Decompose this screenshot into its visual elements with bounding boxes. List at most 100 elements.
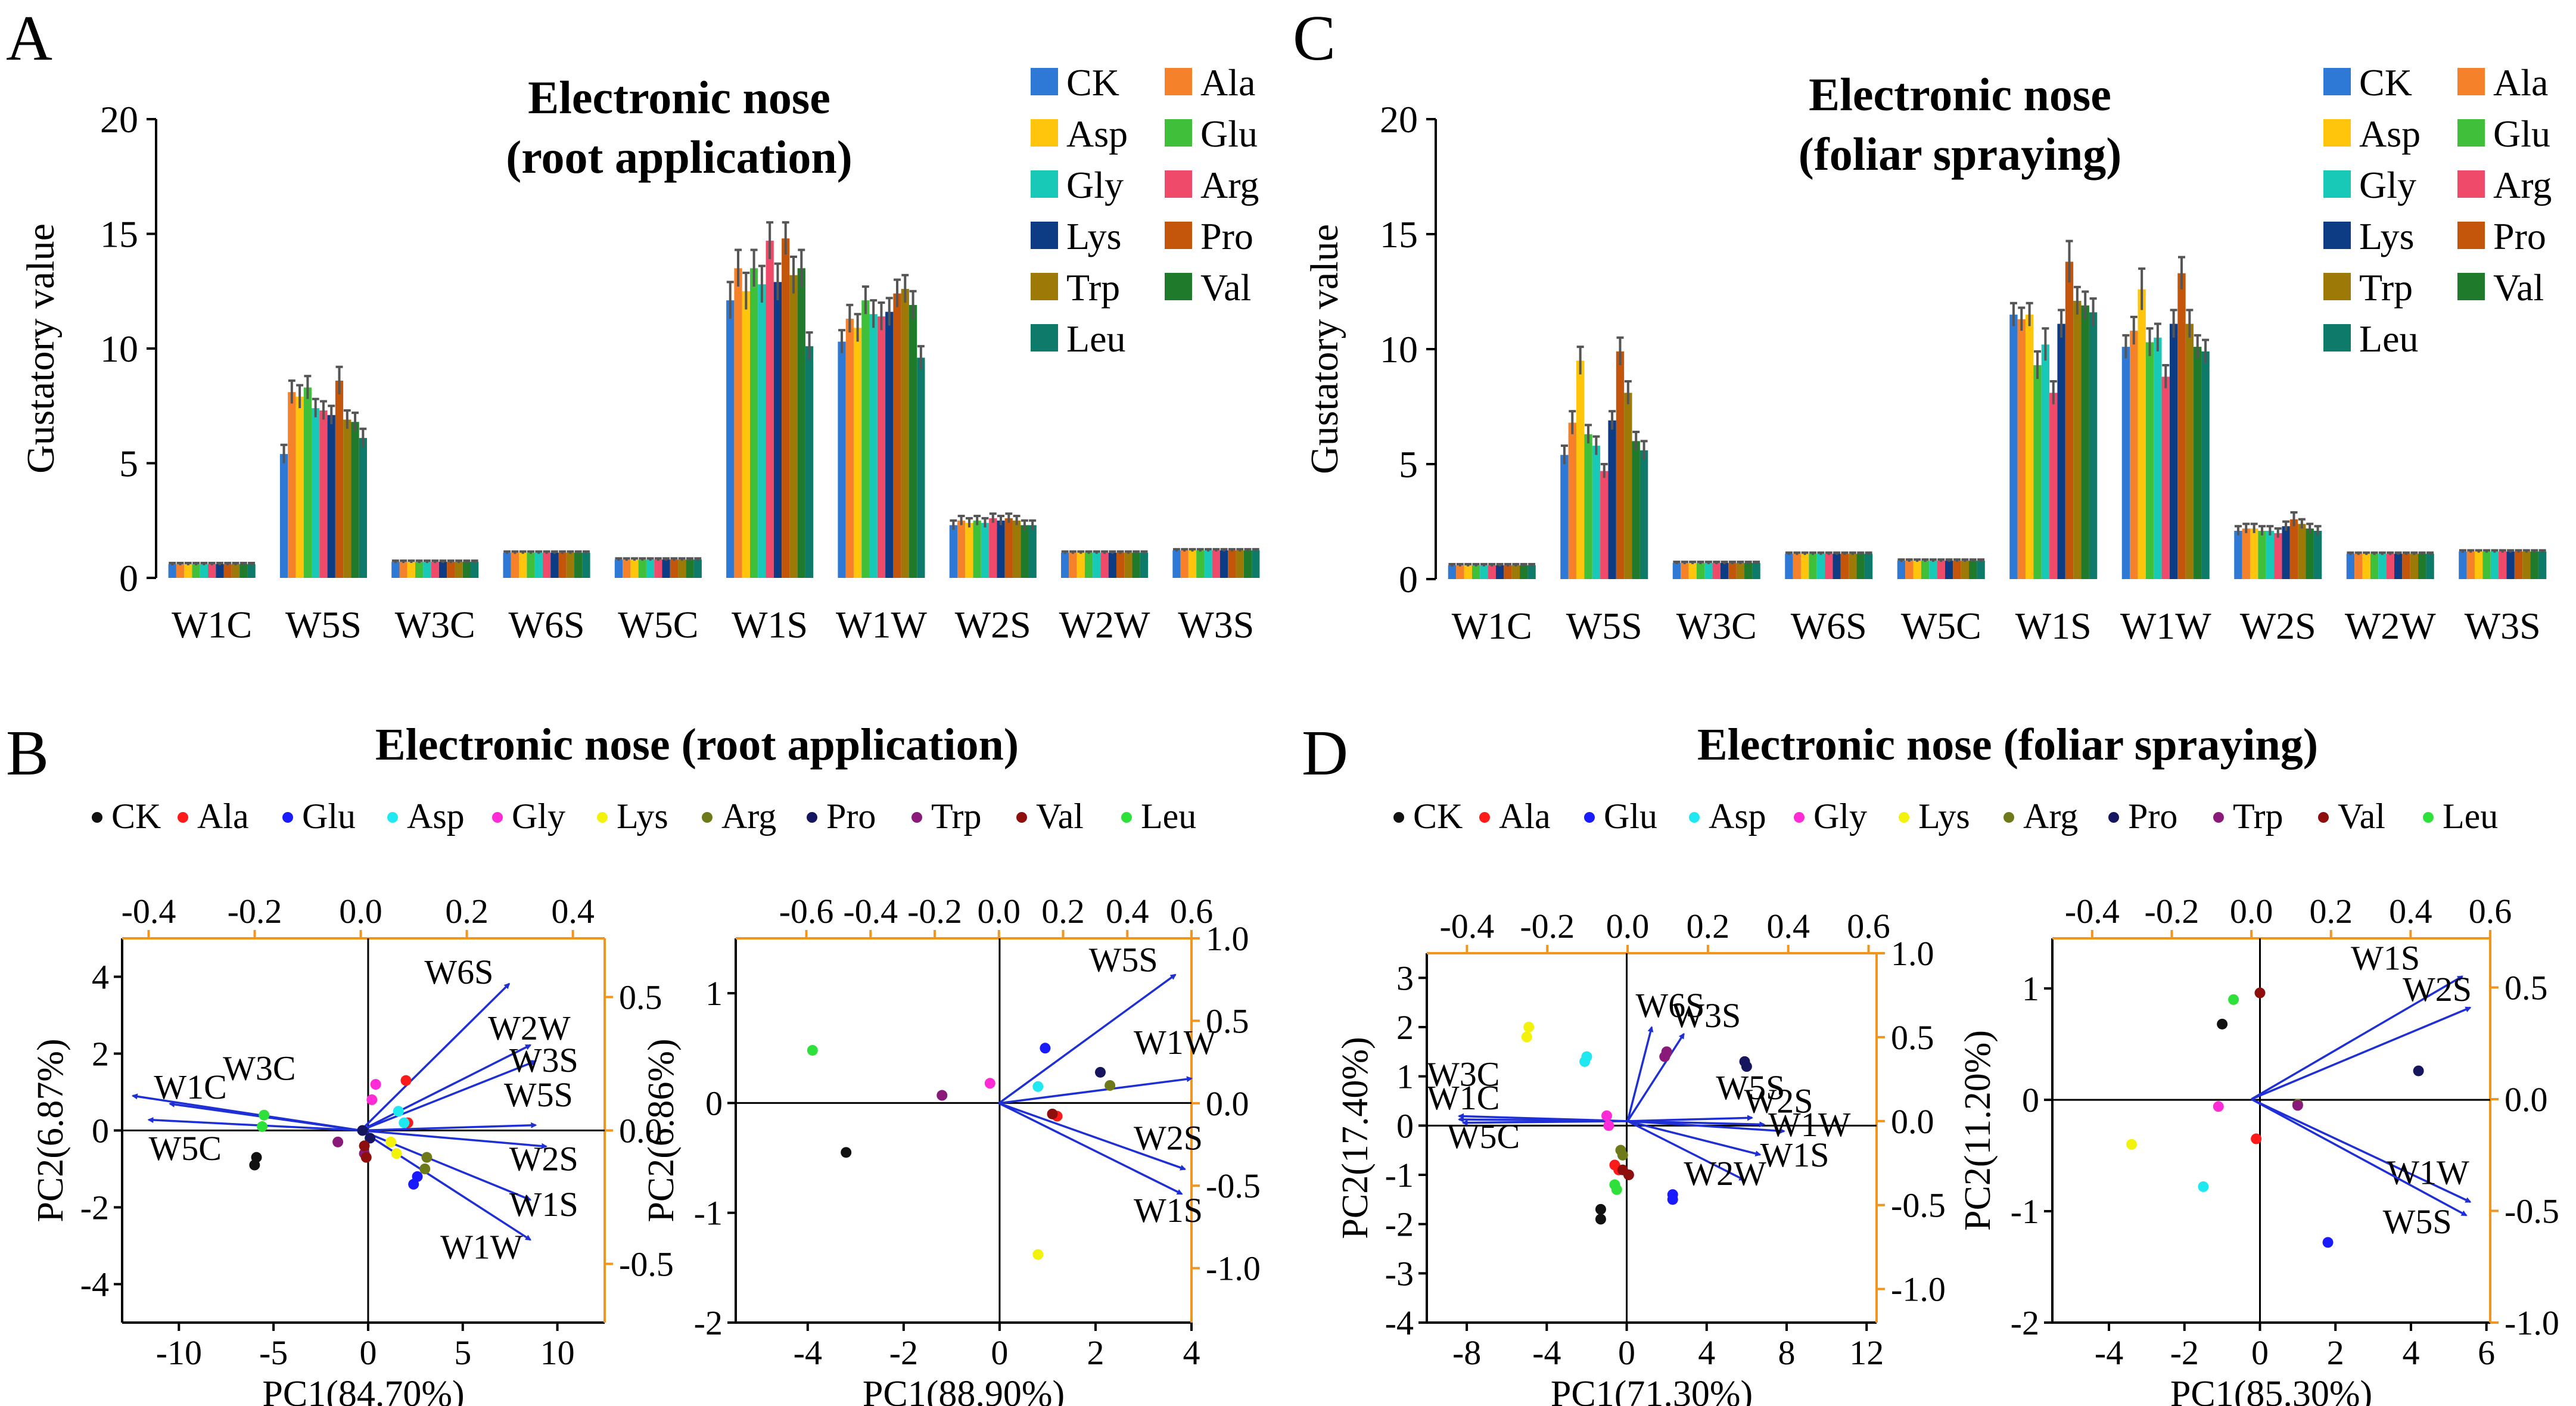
loading-label-W1C: W1C: [1427, 1078, 1499, 1117]
bar-Arg-W1C: [208, 564, 216, 578]
score-point-Lys: [1032, 1249, 1044, 1260]
bar-Val-W6S: [574, 552, 583, 578]
legend-label-Trp: Trp: [931, 797, 982, 836]
score-point-CK: [841, 1147, 852, 1158]
x-tick-label: W1C: [1452, 605, 1532, 647]
legend-label-Val: Val: [2493, 266, 2544, 309]
y-axis-label: PC2(17.40%): [1335, 1037, 1376, 1239]
bar-Val-W3C: [1744, 562, 1753, 579]
bar-Glu-W1C: [1471, 565, 1480, 579]
chart-title-line-2: (foliar spraying): [1799, 128, 2121, 180]
legend-dot-Gly: [492, 812, 503, 823]
bar-Arg-W5S: [1600, 471, 1609, 579]
loading-label-W1C: W1C: [154, 1068, 226, 1106]
bar-Val-W2S: [2306, 528, 2314, 579]
y-tick-label: -2: [2011, 1304, 2039, 1342]
loading-label-W2S: W2S: [2403, 970, 2472, 1009]
bar-Leu-W2S: [1028, 525, 1037, 578]
score-point-Lys: [385, 1136, 397, 1147]
bar-Leu-W3C: [1752, 562, 1760, 579]
bar-Pro-W2S: [1004, 518, 1013, 578]
legend-dot-CK: [1393, 812, 1404, 823]
y-tick-label: -1: [1385, 1156, 1414, 1195]
loading-arrow-W1W: [2251, 1098, 2472, 1203]
bar-Glu-W3C: [415, 562, 424, 578]
y-tick-label: 10: [100, 328, 138, 370]
score-point-Leu: [259, 1109, 270, 1121]
bar-Ala-W3S: [1180, 550, 1189, 578]
top-tick-label: -0.4: [843, 892, 898, 931]
right-tick-label: -0.5: [2505, 1192, 2559, 1231]
right-tick-label: 0.5: [1206, 1001, 1249, 1040]
bar-Asp-W1S: [2025, 315, 2034, 579]
legend-label-Ala: Ala: [2493, 61, 2548, 104]
x-tick-label: 4: [1183, 1333, 1200, 1372]
bar-Glu-W1S: [2033, 365, 2042, 579]
y-axis-label: Gustatory value: [1303, 224, 1346, 474]
bar-Trp-W2W: [1124, 552, 1133, 578]
legend-label-Val: Val: [1036, 797, 1084, 836]
bar-Gly-W1C: [200, 564, 209, 578]
y-tick-label: 10: [1380, 328, 1418, 371]
x-tick-label: -8: [1452, 1333, 1481, 1372]
y-tick-label: -3: [1385, 1254, 1414, 1293]
right-tick-label: -1.0: [1206, 1249, 1261, 1288]
bar-Leu-W3S: [1252, 550, 1260, 578]
bar-CK-W1S: [2009, 315, 2018, 579]
right-tick-label: 0.0: [619, 1112, 662, 1150]
top-tick-label: -0.2: [228, 892, 282, 931]
bar-CK-W2S: [2234, 530, 2242, 579]
legend-label-Leu: Leu: [1141, 797, 1196, 836]
pca-biplot-B-0: -10 -5 0 5 10 -4 -2 0 2 4 -0.4 -0.2 0.0 0.2 0.4 -0.5 0.0…: [30, 892, 674, 1406]
bar-Asp-W3C: [1688, 562, 1697, 579]
bar-Leu-W3C: [471, 562, 479, 578]
x-tick-label: W1S: [2015, 605, 2092, 647]
loading-label-W1W: W1W: [440, 1228, 523, 1267]
bar-Ala-W2S: [2242, 528, 2250, 579]
top-tick-label: -0.4: [2065, 892, 2120, 931]
legend-label-Gly: Gly: [1813, 797, 1867, 836]
legend-dot-Lys: [1899, 812, 1909, 823]
y-tick-label: 4: [92, 958, 109, 997]
bar-Asp-W2S: [965, 522, 973, 578]
bar-Gly-W3C: [423, 562, 431, 578]
bar-Leu-W2S: [2313, 530, 2322, 579]
loading-label-W6S: W6S: [1636, 986, 1705, 1025]
legend-swatch-Ala: [2457, 68, 2485, 95]
bar-Lys-W3C: [1720, 562, 1729, 579]
bar-Glu-W3S: [1196, 550, 1205, 578]
loading-label-W2S: W2S: [509, 1140, 578, 1178]
y-tick-label: 5: [1399, 443, 1418, 486]
pca-biplot-D-1: -4 -2 0 2 4 6 -2 -1 0 1 -0.4 -0.2 0.0 0.2 0.4 0.6 -1.0 -0…: [1958, 892, 2559, 1406]
y-tick-label: -4: [1385, 1304, 1414, 1342]
loading-label-W1S: W1S: [2351, 939, 2420, 978]
bar-Glu-W5S: [303, 387, 312, 578]
score-point-Trp: [1659, 1051, 1670, 1062]
y-tick-label: 15: [1380, 213, 1418, 256]
score-point-Trp: [332, 1136, 344, 1147]
y-tick-label: -2: [694, 1304, 723, 1342]
bar-Leu-W2W: [1140, 552, 1149, 578]
score-point-Gly: [370, 1079, 381, 1090]
bar-Trp-W2S: [2298, 524, 2306, 579]
legend-label-Leu: Leu: [1066, 318, 1126, 360]
legend-label-Lys: Lys: [1918, 797, 1970, 836]
legend: CK Ala Asp Glu Gly Arg Lys Pro Trp Val Leu: [1031, 61, 1259, 360]
bar-chart-A: A Electronic nose (root application) 0 5 10 15…: [6, 3, 1260, 646]
legend-label-Val: Val: [2338, 797, 2385, 836]
legend-swatch-Val: [1165, 273, 1192, 300]
score-point-Lys: [1523, 1022, 1535, 1032]
x-axis-label: PC1(71.30%): [1551, 1374, 1753, 1406]
bar-Leu-W5C: [693, 559, 702, 578]
score-point-Lys: [391, 1148, 402, 1159]
x-tick-label: 12: [1849, 1333, 1884, 1372]
score-point-Asp: [1032, 1081, 1044, 1092]
bar-CK-W6S: [503, 552, 511, 578]
loading-arrow-W1W: [360, 1130, 532, 1241]
legend-dot-Val: [1016, 812, 1027, 823]
bar-Arg-W1S: [766, 241, 774, 578]
bar-Gly-W2S: [2266, 530, 2275, 579]
loading-label-W3S: W3S: [509, 1041, 578, 1080]
bar-Glu-W1W: [2145, 342, 2154, 579]
